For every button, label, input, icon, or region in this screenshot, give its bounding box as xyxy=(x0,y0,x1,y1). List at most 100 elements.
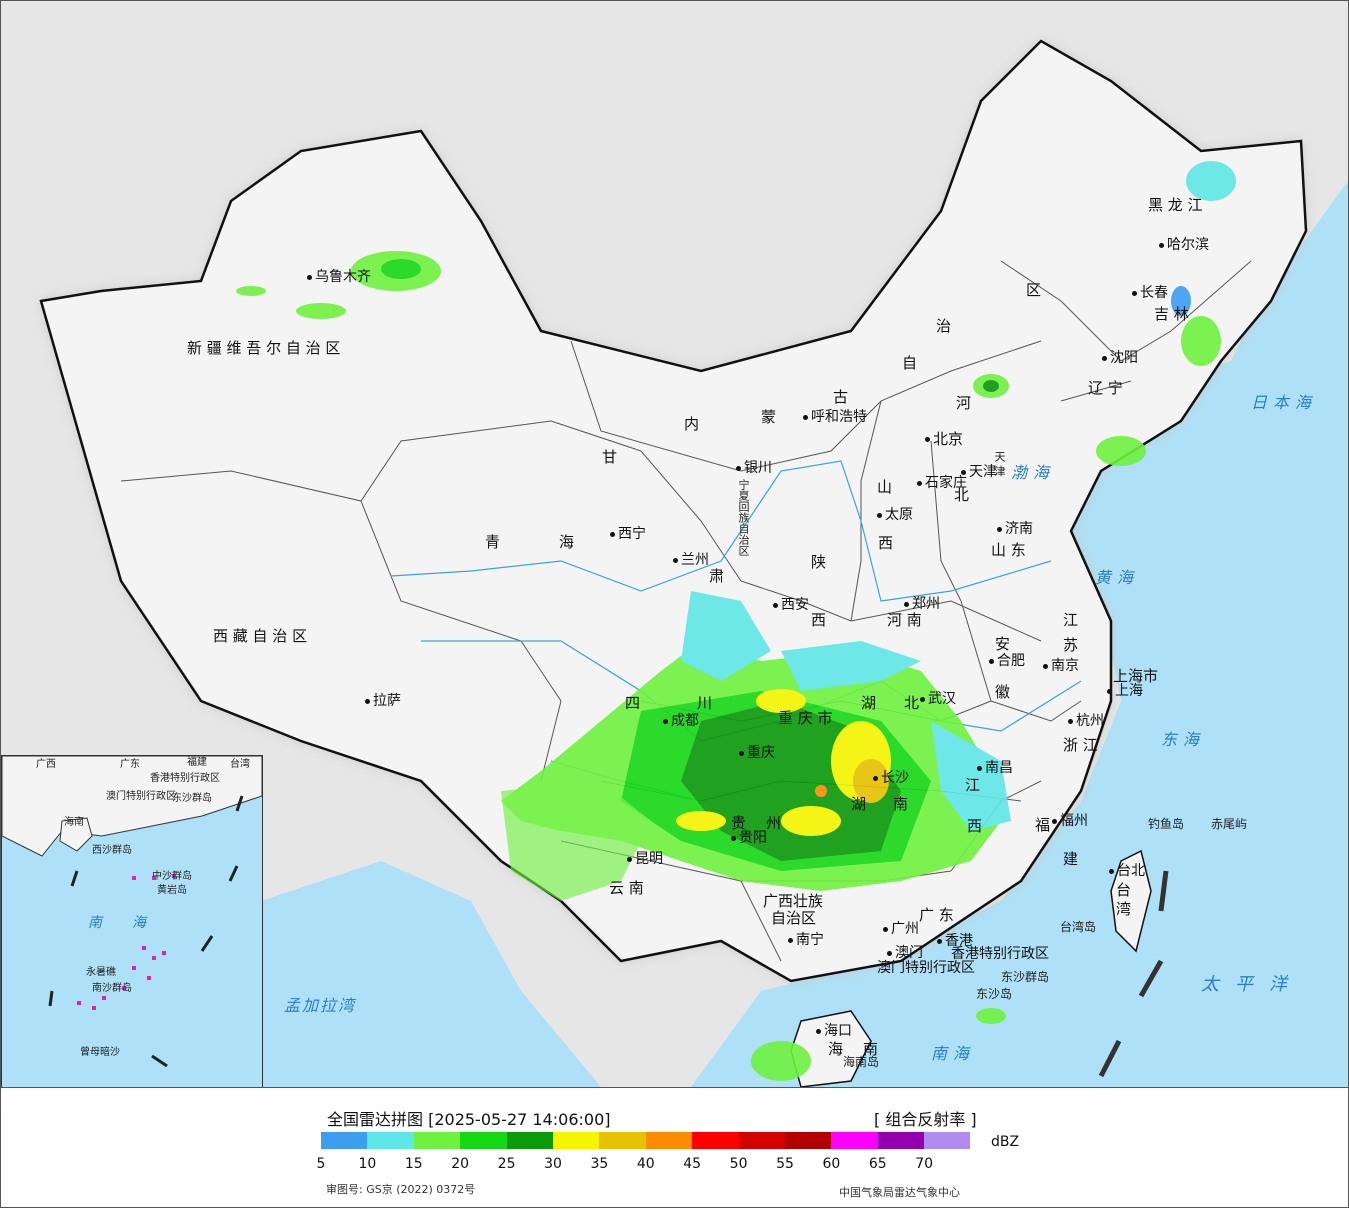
legend-tick-label: 5 xyxy=(316,1156,326,1172)
city-macau: 澳门 xyxy=(887,946,923,960)
inset-label-dongsha: 东沙群岛 xyxy=(172,793,212,804)
city-xining: 西宁 xyxy=(610,527,646,541)
city-xian: 西安 xyxy=(773,598,809,612)
city-hangzhou: 杭州 xyxy=(1068,714,1104,728)
legend-tick-label: 20 xyxy=(451,1156,470,1172)
label-shaanxi-2: 西 xyxy=(811,611,827,629)
label-liaoning: 辽 宁 xyxy=(1088,379,1123,397)
label-jiangxi-1: 江 xyxy=(965,776,981,794)
legend-swatch xyxy=(599,1132,646,1149)
label-hebei-1: 河 xyxy=(956,394,972,412)
sea-east: 东海 xyxy=(1161,730,1206,749)
city-hongkong: 香港 xyxy=(937,934,973,948)
inset-label-hainan: 海南 xyxy=(64,817,84,828)
city-nanchang: 南昌 xyxy=(977,761,1013,775)
label-jiangsu-1: 江 xyxy=(1063,611,1079,629)
label-xizang: 西 藏 自 治 区 xyxy=(213,627,308,645)
city-taibei: 台北 xyxy=(1109,864,1145,878)
label-anhui-1: 安 xyxy=(995,635,1011,653)
legend-swatch xyxy=(784,1132,832,1149)
legend-tick-label: 35 xyxy=(590,1156,609,1172)
label-gansu-1: 甘 xyxy=(602,448,618,466)
inset-label-hk: 香港特别行政区 xyxy=(150,773,220,784)
label-gansu-2: 肃 xyxy=(709,567,725,585)
inset-label-zhongsha: 中沙群岛 xyxy=(152,871,192,882)
city-guangzhou: 广州 xyxy=(883,922,919,936)
south-china-sea-inset: 广西 广东 福建 台湾 海南 香港特别行政区 澳门特别行政区 东沙群岛 中沙群岛… xyxy=(1,755,263,1087)
label-jiangxi-2: 西 xyxy=(967,817,983,835)
island-dongsha-qundao: 东沙群岛 xyxy=(1001,970,1050,984)
inset-land xyxy=(2,756,262,857)
inset-islands xyxy=(77,874,176,1010)
legend-tick-label: 60 xyxy=(822,1156,841,1172)
city-lhasa: 拉萨 xyxy=(365,694,401,708)
sea-bohai: 渤海 xyxy=(1011,463,1056,482)
city-hohhot: 呼和浩特 xyxy=(803,410,867,424)
inset-label-yongshu: 永暑礁 xyxy=(86,967,116,978)
legend-swatch xyxy=(645,1132,693,1149)
legend-tick-label: 10 xyxy=(358,1156,377,1172)
city-changsha: 长沙 xyxy=(873,771,909,785)
label-neimenggu-5: 治 xyxy=(936,317,952,335)
label-neimenggu-2: 蒙 xyxy=(761,408,777,426)
east-sea-water xyxy=(691,331,1348,1087)
legend-approval-number: 审图号: GS京 (2022) 0372号 xyxy=(326,1183,476,1196)
label-shanghai: 上海市 xyxy=(1113,667,1159,685)
label-anhui-2: 徽 xyxy=(995,683,1011,701)
label-hainan-2: 南 xyxy=(863,1040,879,1058)
city-chengdu: 成都 xyxy=(663,714,699,728)
legend-swatch xyxy=(460,1132,507,1149)
city-tianjin: 天津 xyxy=(961,465,997,479)
island-chiwei: 赤尾屿 xyxy=(1211,817,1248,831)
label-heilongjiang: 黑 龙 江 xyxy=(1148,196,1203,214)
label-macau-sar: 澳门特别行政区 xyxy=(877,960,975,976)
radar-map: 新 疆 维 吾 尔 自 治 区 西 藏 自 治 区 青 海 甘 肃 内 蒙 古 … xyxy=(1,1,1348,1088)
inset-dashes xyxy=(48,795,244,1068)
label-hunan-2: 南 xyxy=(893,795,909,813)
city-haikou: 海口 xyxy=(816,1024,852,1038)
city-zhengzhou: 郑州 xyxy=(904,597,940,611)
legend-tick-label: 25 xyxy=(497,1156,516,1172)
sea-south: 南海 xyxy=(931,1044,976,1063)
label-shaanxi-1: 陕 xyxy=(811,553,827,571)
city-nanjing: 南京 xyxy=(1043,659,1079,673)
sea-yellow: 黄海 xyxy=(1095,568,1140,587)
city-kunming: 昆明 xyxy=(627,852,663,866)
city-yinchuan: 银川 xyxy=(736,461,772,475)
city-lanzhou: 兰州 xyxy=(673,553,709,567)
label-hubei-1: 湖 xyxy=(861,694,877,712)
city-shanghai: 上海 xyxy=(1107,684,1143,698)
city-jinan: 济南 xyxy=(997,522,1033,536)
label-neimenggu-1: 内 xyxy=(684,415,700,433)
island-dongsha-dao: 东沙岛 xyxy=(976,987,1013,1001)
label-jiangsu-2: 苏 xyxy=(1063,636,1079,654)
label-xinjiang: 新 疆 维 吾 尔 自 治 区 xyxy=(187,339,341,357)
legend-color-bar xyxy=(321,1132,971,1149)
city-hefei: 合肥 xyxy=(989,654,1025,668)
city-wuhan: 武汉 xyxy=(920,692,956,706)
label-shanxi-2: 西 xyxy=(878,534,894,552)
inset-label-guangdong: 广东 xyxy=(120,759,140,770)
city-chongqing: 重庆 xyxy=(739,746,775,760)
inset-canvas xyxy=(2,756,262,1068)
label-fujian-1: 福 xyxy=(1035,816,1051,834)
japan-sea-water xyxy=(1201,181,1348,471)
label-neimenggu-4: 自 xyxy=(902,354,918,372)
legend-tick-label: 45 xyxy=(683,1156,702,1172)
legend-swatch xyxy=(367,1132,414,1149)
legend-ticks: 5 10 15 20 25 30 35 40 45 50 55 60 65 70 xyxy=(301,1156,961,1174)
sea-pacific: 太平洋 xyxy=(1201,974,1303,995)
label-sichuan-2: 川 xyxy=(697,694,713,712)
legend-product: [ 组合反射率 ] xyxy=(874,1110,977,1129)
legend-tick-label: 30 xyxy=(544,1156,562,1172)
legend-title: 全国雷达拼图 [2025-05-27 14:06:00] xyxy=(327,1110,611,1129)
legend-tick-label: 55 xyxy=(776,1156,794,1172)
inset-label-xisha: 西沙群岛 xyxy=(92,845,132,856)
legend-tick-label: 40 xyxy=(636,1156,655,1172)
city-shenyang: 沈阳 xyxy=(1102,351,1138,365)
legend-tick-label: 15 xyxy=(404,1156,423,1172)
label-fujian-2: 建 xyxy=(1063,850,1079,868)
label-hainan-1: 海 xyxy=(828,1040,844,1058)
city-urumqi: 乌鲁木齐 xyxy=(307,270,371,284)
